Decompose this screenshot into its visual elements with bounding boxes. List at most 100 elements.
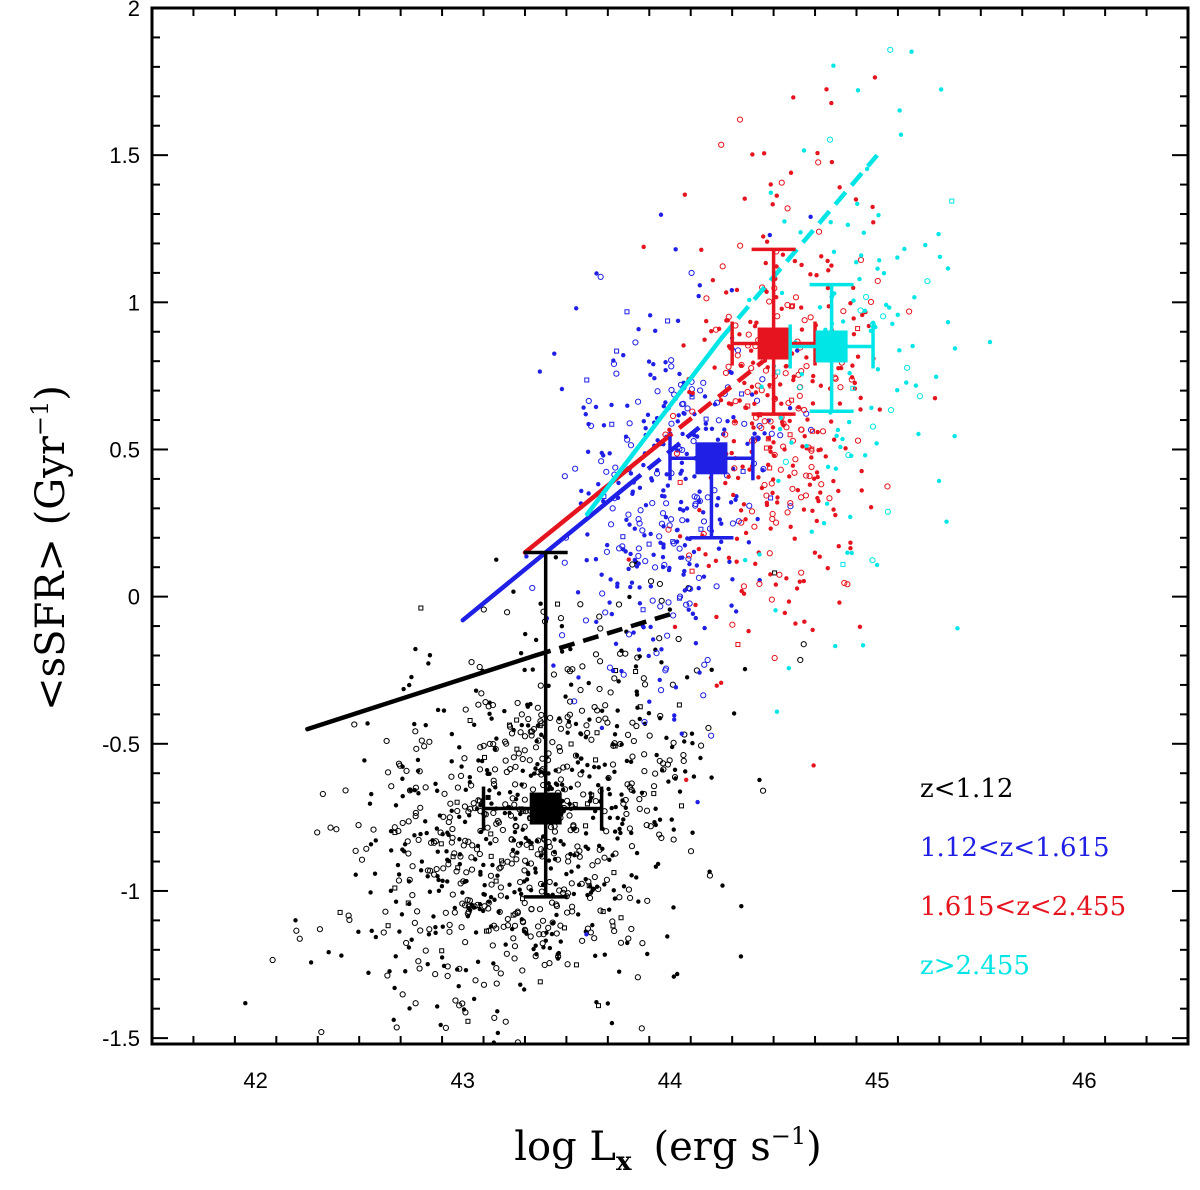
scatter-point bbox=[628, 843, 636, 850]
scatter-point bbox=[449, 731, 455, 737]
scatter-point bbox=[524, 877, 530, 882]
scatter-point bbox=[904, 380, 909, 385]
scatter-point bbox=[550, 671, 558, 678]
scatter-point bbox=[438, 841, 444, 847]
scatter-point bbox=[795, 487, 801, 493]
scatter-point bbox=[539, 732, 544, 737]
scatter-point bbox=[388, 848, 394, 853]
scatter-point bbox=[641, 418, 647, 424]
scatter-point bbox=[734, 287, 740, 293]
scatter-point bbox=[396, 762, 404, 769]
scatter-point bbox=[435, 707, 441, 713]
scatter-point bbox=[602, 882, 607, 887]
scatter-point bbox=[843, 446, 848, 451]
scatter-point bbox=[818, 447, 823, 452]
scatter-point bbox=[607, 791, 613, 797]
scatter-point bbox=[673, 685, 679, 690]
scatter-point bbox=[848, 514, 853, 520]
scatter-point bbox=[767, 232, 773, 238]
scatter-point bbox=[784, 509, 791, 516]
scatter-point bbox=[854, 437, 862, 444]
scatter-point bbox=[647, 313, 653, 318]
scatter-point bbox=[733, 497, 738, 502]
scatter-point bbox=[887, 406, 895, 414]
scatter-point bbox=[546, 878, 553, 886]
scatter-point bbox=[473, 930, 479, 935]
scatter-point bbox=[497, 884, 505, 891]
scatter-point bbox=[826, 136, 834, 143]
scatter-point bbox=[496, 865, 503, 872]
scatter-point bbox=[584, 932, 589, 937]
scatter-point bbox=[507, 882, 512, 887]
scatter-point bbox=[661, 545, 666, 550]
scatter-point bbox=[752, 324, 758, 329]
scatter-point bbox=[663, 514, 669, 520]
scatter-point bbox=[489, 801, 494, 806]
scatter-point bbox=[634, 564, 640, 569]
scatter-point bbox=[698, 755, 703, 761]
scatter-point bbox=[526, 884, 533, 891]
scatter-point bbox=[791, 377, 796, 383]
scatter-point bbox=[678, 803, 684, 809]
scatter-point bbox=[456, 984, 461, 989]
scatter-point bbox=[646, 732, 653, 739]
scatter-point bbox=[609, 805, 614, 811]
scatter-point bbox=[692, 411, 697, 417]
scatter-point bbox=[703, 426, 709, 431]
scatter-point bbox=[603, 828, 610, 835]
scatter-point bbox=[653, 328, 658, 333]
scatter-point bbox=[559, 624, 565, 629]
scatter-point bbox=[433, 924, 438, 930]
scatter-point bbox=[778, 179, 785, 186]
scatter-point bbox=[619, 648, 624, 653]
scatter-point bbox=[771, 654, 778, 662]
scatter-point bbox=[786, 599, 792, 604]
scatter-point bbox=[563, 694, 568, 699]
scatter-point bbox=[470, 800, 477, 807]
scatter-point bbox=[713, 583, 720, 590]
scatter-point bbox=[680, 757, 687, 765]
scatter-point bbox=[622, 650, 629, 657]
scatter-point bbox=[615, 581, 620, 586]
scatter-point bbox=[496, 908, 503, 916]
scatter-point bbox=[729, 450, 734, 456]
scatter-point bbox=[764, 502, 770, 508]
scatter-point bbox=[638, 1025, 645, 1032]
scatter-point bbox=[430, 838, 435, 843]
scatter-point bbox=[615, 815, 620, 821]
scatter-point bbox=[482, 698, 489, 706]
scatter-point bbox=[467, 717, 473, 723]
scatter-point bbox=[742, 380, 747, 386]
scatter-point bbox=[869, 557, 876, 564]
scatter-point bbox=[497, 864, 504, 871]
scatter-point bbox=[663, 360, 668, 365]
scatter-point bbox=[846, 419, 852, 425]
scatter-point bbox=[512, 910, 519, 918]
scatter-point bbox=[651, 791, 657, 797]
scatter-point bbox=[613, 804, 618, 810]
scatter-point bbox=[465, 1018, 471, 1024]
scatter-point bbox=[413, 646, 418, 652]
scatter-point bbox=[503, 942, 508, 947]
scatter-point bbox=[859, 468, 864, 474]
scatter-point bbox=[403, 939, 410, 947]
x-tick-label: 44 bbox=[658, 1068, 682, 1093]
scatter-point bbox=[537, 682, 544, 689]
scatter-point bbox=[455, 865, 461, 871]
scatter-point bbox=[594, 707, 601, 714]
scatter-point bbox=[831, 437, 837, 442]
scatter-point bbox=[513, 796, 519, 802]
scatter-point bbox=[491, 1014, 498, 1022]
scatter-series-z-1-12 bbox=[243, 555, 807, 1044]
scatter-point bbox=[611, 927, 618, 935]
scatter-point bbox=[578, 880, 585, 887]
y-tick-label: 0.5 bbox=[109, 437, 140, 462]
scatter-point bbox=[519, 919, 527, 926]
scatter-point bbox=[658, 597, 665, 604]
scatter-point bbox=[652, 376, 657, 381]
scatter-point bbox=[427, 653, 433, 658]
scatter-point bbox=[669, 817, 674, 822]
scatter-point bbox=[593, 557, 599, 562]
scatter-point bbox=[495, 1009, 500, 1014]
scatter-point bbox=[694, 434, 700, 439]
